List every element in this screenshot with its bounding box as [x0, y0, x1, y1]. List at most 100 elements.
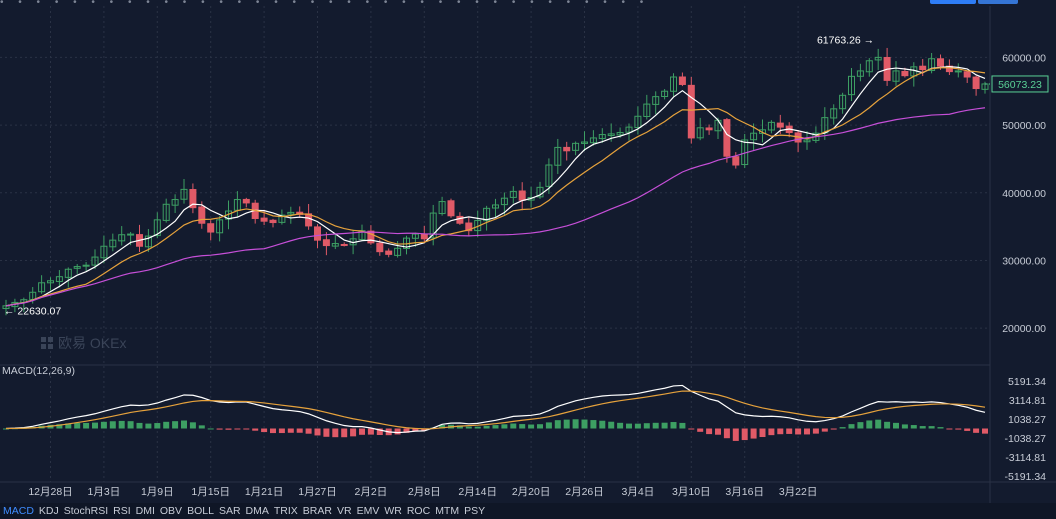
macd-title: MACD(12,26,9) [2, 365, 75, 377]
time-tick-label: 1月15日 [191, 486, 230, 498]
indicator-tab-wr[interactable]: WR [384, 505, 402, 517]
toolbar-controls[interactable]: • • • • • • • • • • • • • • • • • • • • … [0, 0, 650, 6]
candle-body [73, 266, 81, 269]
macd-histogram-bar [679, 422, 686, 429]
indicator-tab-trix[interactable]: TRIX [273, 505, 298, 517]
time-tick-label: 12月28日 [28, 486, 72, 498]
candle-body [696, 127, 704, 139]
macd-histogram-bar [706, 428, 713, 435]
indicator-tab-dma[interactable]: DMA [245, 505, 269, 517]
macd-histogram-bar [252, 428, 259, 431]
indicator-tab-sar[interactable]: SAR [218, 505, 241, 517]
macd-histogram-bar [821, 428, 828, 432]
indicator-tab-macd[interactable]: MACD [3, 505, 34, 517]
macd-histogram-bar [617, 422, 624, 429]
candle-body [118, 234, 126, 242]
indicator-tab-stochrsi[interactable]: StochRSI [63, 505, 109, 517]
macd-histogram-bar [545, 422, 552, 429]
candle-body [545, 164, 553, 187]
candle-body [670, 76, 677, 92]
macd-histogram-bar [875, 419, 882, 429]
time-tick-label: 1月27日 [298, 486, 337, 498]
macd-histogram-bar [412, 428, 419, 432]
candle-body [47, 280, 54, 284]
macd-histogram-bar [563, 419, 570, 429]
candle-body [331, 243, 339, 247]
candle-body [848, 75, 855, 96]
indicator-tab-kdj[interactable]: KDJ [38, 505, 59, 517]
candle-body [776, 122, 784, 128]
candle-body [198, 206, 206, 224]
candle-body [180, 188, 188, 200]
macd-histogram-bar [670, 422, 677, 429]
macd-tick-label: -3114.81 [1005, 452, 1046, 464]
indicator-tab-brar[interactable]: BRAR [302, 505, 332, 517]
macd-histogram-bar [118, 420, 125, 429]
time-tick-label: 1月3日 [88, 486, 121, 498]
indicator-tab-rsi[interactable]: RSI [113, 505, 131, 517]
macd-histogram-bar [56, 424, 63, 429]
indicator-tab-boll[interactable]: BOLL [187, 505, 214, 517]
macd-histogram-bar [572, 419, 579, 429]
candle-body [732, 156, 740, 166]
chart-mode-button-2[interactable] [978, 0, 1018, 4]
ma10-line [5, 67, 986, 307]
macd-histogram-bar [350, 428, 357, 437]
macd-histogram-bar [715, 428, 721, 435]
indicator-tab-dmi[interactable]: DMI [135, 505, 155, 517]
candle-body [64, 268, 72, 278]
candle-body [127, 233, 135, 236]
macd-histogram-bar [661, 422, 668, 429]
macd-histogram-bar [964, 428, 971, 431]
macd-histogram-bar [919, 426, 926, 429]
macd-histogram-bar [723, 428, 730, 439]
macd-histogram-bar [946, 428, 953, 430]
candle-body [972, 76, 980, 90]
indicator-tab-emv[interactable]: EMV [356, 505, 380, 517]
indicator-tab-psy[interactable]: PSY [464, 505, 486, 517]
macd-histogram-bar [278, 428, 285, 434]
indicator-tab-roc[interactable]: ROC [406, 505, 431, 517]
candle-body [162, 203, 170, 221]
time-tick-label: 3月22日 [779, 486, 818, 498]
candle-body [509, 190, 517, 198]
chart-mode-button[interactable] [930, 0, 976, 4]
macd-histogram-bar [973, 428, 980, 433]
low-price-marker: ← 22630.07 [4, 305, 61, 317]
macd-histogram-bar [510, 423, 517, 429]
macd-histogram-bar [848, 424, 855, 429]
candle-body [100, 245, 108, 259]
candle-body [242, 198, 250, 204]
macd-histogram-bar [501, 424, 508, 429]
indicator-tab-obv[interactable]: OBV [159, 505, 183, 517]
candle-body [483, 207, 491, 222]
candle-body [207, 223, 215, 233]
candle-body [607, 133, 615, 137]
macd-histogram-bar [866, 420, 873, 429]
macd-histogram-bar [830, 428, 837, 430]
candle-body [865, 60, 873, 73]
macd-tick-label: -5191.34 [1005, 471, 1047, 483]
macd-histogram-bar [100, 421, 107, 429]
candle-body [340, 243, 348, 246]
candle-body [411, 233, 419, 239]
candle-body [38, 282, 46, 293]
top-toolbar: • • • • • • • • • • • • • • • • • • • • … [0, 0, 1056, 6]
indicator-tab-vr[interactable]: VR [336, 505, 352, 517]
price-tick-label: 60000.00 [1002, 52, 1046, 64]
macd-histogram-bar [65, 423, 72, 429]
candle-body [937, 58, 944, 67]
macd-histogram-bar [216, 428, 223, 430]
candle-body [563, 146, 571, 152]
candle-body [269, 219, 277, 224]
indicator-tab-mtm[interactable]: MTM [435, 505, 460, 517]
time-tick-label: 3月4日 [622, 486, 655, 498]
time-tick-label: 2月20日 [512, 486, 551, 498]
macd-tick-label: -1038.27 [1005, 433, 1047, 445]
candle-body [82, 264, 90, 267]
macd-histogram-bar [323, 428, 330, 437]
candle-body [954, 70, 962, 73]
macd-histogram-bar [296, 428, 303, 433]
